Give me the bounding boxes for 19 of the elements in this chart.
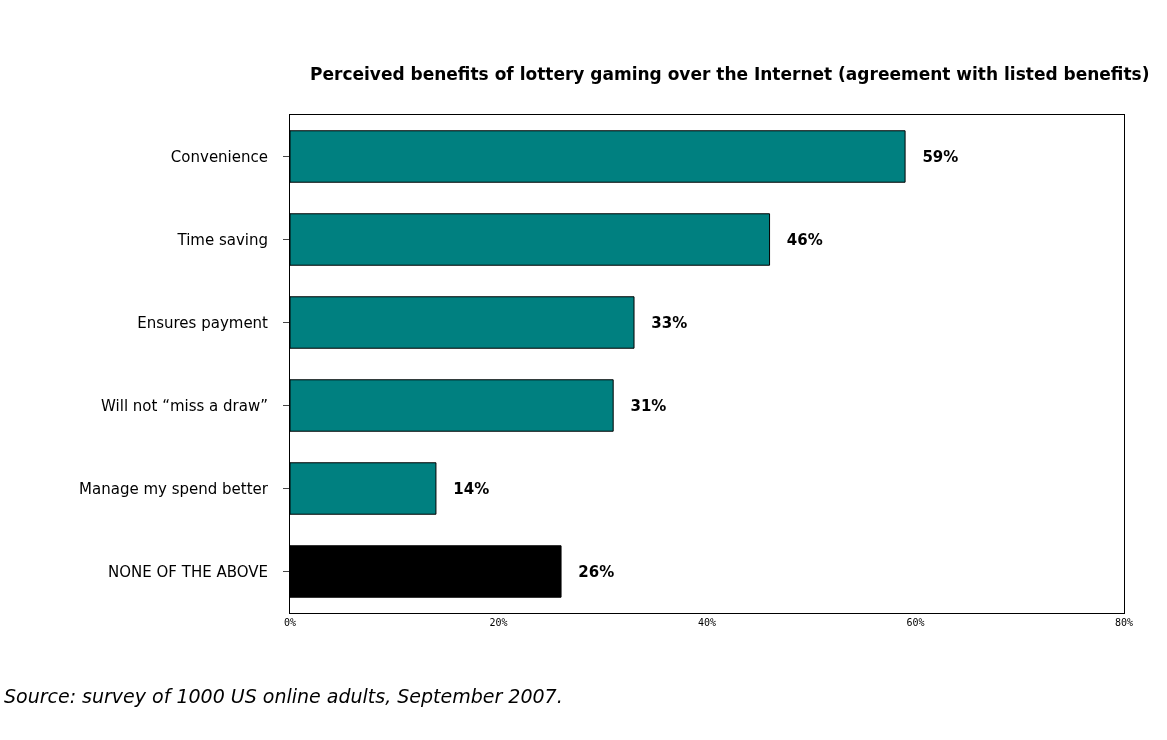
data-label: 26%: [578, 562, 615, 581]
data-label: 59%: [922, 147, 959, 166]
y-tick-label: Ensures payment: [137, 313, 269, 332]
chart-title: Perceived benefits of lottery gaming over the Internet (agreement with listed benefits): [310, 63, 1150, 84]
data-label: 31%: [630, 396, 667, 415]
x-tick-label: 0%: [283, 617, 297, 628]
data-label: 46%: [786, 230, 823, 249]
y-tick-label: NONE OF THE ABOVE: [108, 562, 268, 581]
y-tick-label: Will not “miss a draw”: [101, 396, 268, 415]
y-tick-label: Time saving: [176, 230, 268, 249]
x-tick-label: 60%: [906, 617, 925, 628]
x-tick-label: 20%: [489, 617, 508, 628]
x-tick-label: 80%: [1114, 617, 1134, 628]
source-note: Source: survey of 1000 US online adults, September 2007.: [4, 685, 563, 707]
x-tick-label: 40%: [697, 617, 717, 628]
y-tick-label: Convenience: [170, 147, 268, 166]
data-label: 33%: [651, 313, 688, 332]
y-tick-label: Manage my spend better: [79, 479, 269, 498]
data-label: 14%: [453, 479, 490, 498]
